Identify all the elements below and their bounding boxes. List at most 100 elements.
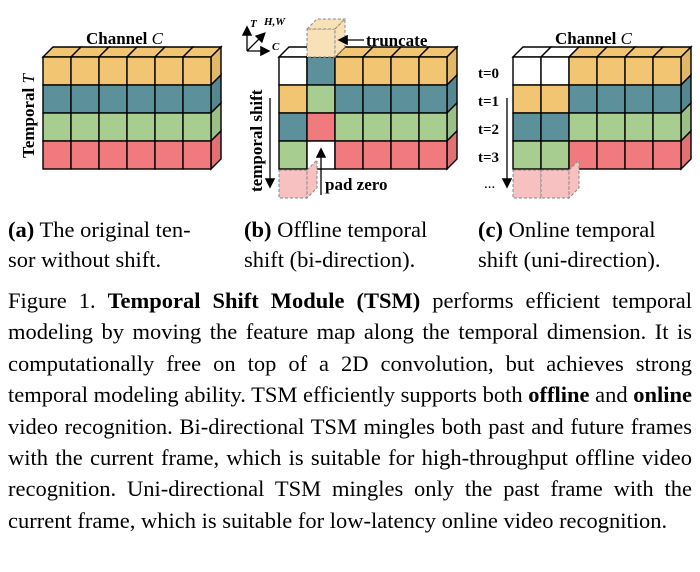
tensor-cell xyxy=(568,56,598,86)
tensor-cell xyxy=(596,84,626,114)
svg-text:C: C xyxy=(272,41,280,53)
svg-text:H,W: H,W xyxy=(263,16,286,28)
tensor-cell xyxy=(512,56,542,86)
tensor-cell xyxy=(154,56,184,86)
subcaption-b: (b) Offline temporal shift (bi-direction… xyxy=(244,215,427,275)
subcaption-a-line2: sor without shift. xyxy=(8,247,162,272)
tensor-cell xyxy=(182,140,212,170)
panel-a-channel-label: Channel C xyxy=(86,29,164,48)
tensor-cell xyxy=(70,112,100,142)
tensor-cell xyxy=(126,56,156,86)
tensor-cell xyxy=(362,112,392,142)
tensor-cell xyxy=(278,84,308,114)
caption-part1: performs efficient temporal modeling by … xyxy=(8,288,692,408)
caption-part3: video recognition. Bi-directional TSM mi… xyxy=(8,413,692,533)
panel-a-original-tensor xyxy=(41,45,223,171)
tensor-cell xyxy=(278,112,308,142)
tensor-cell xyxy=(512,112,542,142)
tensor-cell xyxy=(390,84,420,114)
tensor-cell xyxy=(418,84,448,114)
tensor-cell xyxy=(390,112,420,142)
panel-b-offline-shift xyxy=(277,45,459,171)
panel-c-channel-label: Channel C xyxy=(555,29,633,48)
tensor-cell xyxy=(418,56,448,86)
tensor-cell xyxy=(98,140,128,170)
tensor-cell xyxy=(278,56,308,86)
tensor-cell xyxy=(98,56,128,86)
tensor-cell xyxy=(362,140,392,170)
subcaption-c-line2: shift (uni-direction). xyxy=(478,247,661,272)
tensor-cell xyxy=(418,140,448,170)
tensor-cell xyxy=(182,56,212,86)
tensor-cell xyxy=(306,112,336,142)
tensor-cell xyxy=(42,140,72,170)
tensor-cell xyxy=(624,112,654,142)
tensor-cell xyxy=(624,140,654,170)
tensor-cell xyxy=(390,140,420,170)
tensor-cell xyxy=(70,84,100,114)
tsm-figure: Channel C Temporal T T H,W C truncate pa… xyxy=(19,16,693,200)
subcaption-c-text: Online temporal xyxy=(502,217,656,242)
tensor-cell xyxy=(512,84,542,114)
tensor-cell xyxy=(42,56,72,86)
tensor-cell xyxy=(306,56,336,86)
tensor-cell xyxy=(362,84,392,114)
tensor-cell xyxy=(278,140,308,170)
caption-part2: and xyxy=(589,382,634,408)
tensor-cell xyxy=(540,84,570,114)
subcaption-a: (a) The original ten- sor without shift. xyxy=(8,215,191,275)
tensor-cell xyxy=(154,84,184,114)
tensor-cell xyxy=(362,56,392,86)
subcaption-b-text: Offline temporal xyxy=(271,217,428,242)
tensor-cell xyxy=(596,112,626,142)
tensor-cell xyxy=(154,112,184,142)
tensor-cell xyxy=(596,56,626,86)
time-labels: t=0 t=1 t=2 t=3 ... xyxy=(478,66,499,192)
tensor-cell xyxy=(334,84,364,114)
subcaption-a-tag: (a) xyxy=(8,217,35,242)
tensor-cell xyxy=(568,140,598,170)
tensor-cell xyxy=(70,140,100,170)
tensor-cell xyxy=(512,140,542,170)
tensor-cell xyxy=(182,84,212,114)
subcaption-a-text: The original ten- xyxy=(34,217,191,242)
caption-title: Temporal Shift Module (TSM) xyxy=(107,288,421,313)
tensor-cell xyxy=(334,112,364,142)
tensor-cell xyxy=(568,84,598,114)
subcaption-b-tag: (b) xyxy=(244,217,272,242)
svg-text:T: T xyxy=(250,18,258,30)
tensor-cell xyxy=(624,84,654,114)
temporal-shift-label: temporal shift xyxy=(247,89,266,192)
subcaption-c-tag: (c) xyxy=(478,217,503,242)
panel-a-temporal-label: Temporal T xyxy=(19,73,38,158)
panel-c-online-shift xyxy=(511,45,693,171)
tensor-cell xyxy=(154,140,184,170)
subcaption-b-line2: shift (bi-direction). xyxy=(244,247,416,272)
tensor-cell xyxy=(596,140,626,170)
tensor-cell xyxy=(334,56,364,86)
svg-text:t=2: t=2 xyxy=(478,122,499,138)
svg-text:t=3: t=3 xyxy=(478,150,499,166)
tensor-cell xyxy=(540,112,570,142)
caption-online: online xyxy=(633,382,692,408)
truncate-label: truncate xyxy=(366,31,428,50)
caption-prefix: Figure 1. xyxy=(8,288,108,313)
caption-offline: offline xyxy=(528,382,590,408)
tensor-cell xyxy=(126,84,156,114)
tensor-cell xyxy=(540,140,570,170)
pad-zero-label: pad zero xyxy=(325,175,388,194)
tensor-cell xyxy=(624,56,654,86)
tensor-cell xyxy=(182,112,212,142)
tensor-cell xyxy=(652,84,682,114)
tensor-cell xyxy=(418,112,448,142)
tensor-cell xyxy=(390,56,420,86)
subcaption-c: (c) Online temporal shift (uni-direction… xyxy=(478,215,660,275)
tensor-cell xyxy=(98,112,128,142)
figure-caption: Figure 1. Temporal Shift Module (TSM) pe… xyxy=(8,285,692,536)
tensor-cell xyxy=(126,112,156,142)
pad-ghost-cubes-online xyxy=(512,158,580,200)
tensor-cell xyxy=(98,84,128,114)
tensor-cell xyxy=(42,84,72,114)
tensor-cell xyxy=(306,84,336,114)
pad-zero-ghost-cube xyxy=(278,158,318,200)
